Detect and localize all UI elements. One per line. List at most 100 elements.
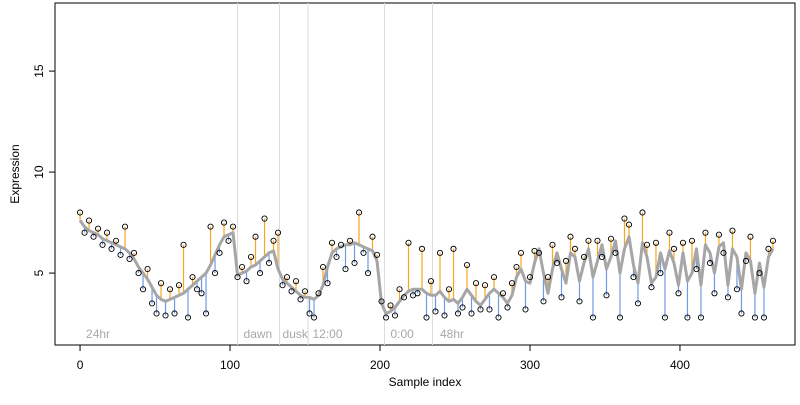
data-point — [369, 233, 376, 240]
data-point — [666, 229, 673, 236]
data-point — [306, 310, 313, 317]
data-point — [441, 312, 448, 319]
data-point — [553, 259, 561, 267]
data-point — [571, 245, 579, 252]
data-point — [121, 223, 129, 230]
data-point — [729, 227, 736, 234]
x-tick-label: 300 — [520, 358, 540, 372]
x-tick-label: 400 — [670, 358, 690, 372]
data-point — [270, 237, 277, 244]
data-point — [652, 239, 660, 246]
data-point — [576, 298, 583, 305]
annotation: 48hr — [440, 327, 464, 341]
data-point — [423, 314, 430, 321]
data-point — [720, 249, 727, 256]
data-point — [756, 270, 763, 277]
data-point — [238, 263, 246, 271]
data-point — [445, 286, 453, 293]
data-point — [274, 229, 282, 236]
data-point — [657, 270, 664, 277]
y-tick-label: 5 — [32, 269, 46, 276]
data-point — [585, 237, 592, 244]
data-point — [355, 209, 363, 216]
data-point — [684, 314, 691, 321]
data-point — [382, 314, 390, 321]
data-point — [733, 286, 741, 293]
data-point — [99, 241, 106, 248]
data-point — [562, 257, 570, 265]
data-point — [103, 229, 111, 236]
data-point — [117, 251, 124, 258]
data-point — [130, 249, 138, 256]
data-point — [247, 253, 255, 260]
data-point — [351, 259, 358, 267]
data-point — [639, 209, 646, 216]
data-point — [256, 270, 264, 277]
data-point — [292, 278, 300, 285]
data-point — [526, 274, 534, 281]
data-point — [324, 280, 331, 287]
data-point — [625, 221, 633, 228]
data-point — [486, 306, 493, 313]
data-point — [679, 239, 687, 246]
data-point — [148, 300, 156, 307]
data-point — [162, 312, 169, 319]
data-point — [706, 259, 714, 267]
data-point — [144, 265, 151, 273]
data-point — [693, 265, 700, 273]
data-point — [391, 312, 399, 319]
data-point — [414, 290, 421, 297]
data-point — [405, 239, 412, 246]
data-point — [513, 263, 520, 271]
data-point — [387, 302, 394, 309]
data-point — [229, 223, 237, 230]
data-point — [499, 290, 507, 297]
data-point — [171, 310, 178, 317]
data-point — [643, 241, 651, 248]
x-axis-label: Sample index — [389, 375, 462, 389]
annotation: dusk — [283, 327, 309, 341]
data-point — [607, 235, 615, 242]
data-point — [301, 288, 309, 295]
data-point — [243, 278, 250, 285]
data-point — [535, 249, 543, 256]
data-point — [126, 255, 133, 262]
data-point — [153, 310, 160, 317]
data-point — [621, 215, 628, 222]
data-point — [378, 298, 385, 305]
data-point — [346, 237, 354, 244]
data-point — [90, 233, 97, 240]
data-point — [180, 241, 187, 248]
data-point — [594, 237, 601, 244]
annotation: dawn — [244, 327, 273, 341]
data-point — [634, 300, 642, 307]
x-tick-label: 200 — [370, 358, 390, 372]
data-point — [598, 253, 606, 260]
data-point — [202, 310, 210, 317]
annotation: 24hr — [86, 327, 110, 341]
data-point — [139, 286, 147, 293]
data-point — [747, 233, 754, 240]
data-point — [216, 249, 223, 256]
data-point — [522, 306, 529, 313]
data-point — [198, 290, 205, 297]
fitted-line — [78, 219, 775, 315]
data-point — [427, 278, 435, 285]
data-point — [283, 274, 291, 281]
data-point — [342, 265, 349, 273]
data-point — [328, 239, 336, 246]
data-point — [697, 314, 705, 321]
data-point — [603, 292, 610, 299]
data-point — [549, 241, 556, 248]
data-point — [765, 245, 772, 252]
plot-frame — [54, 2, 796, 346]
data-point — [319, 263, 327, 271]
data-point — [661, 314, 669, 321]
data-point — [504, 304, 511, 311]
data-point — [724, 294, 732, 301]
data-point — [472, 280, 480, 287]
annotation: 12:00 — [313, 327, 343, 341]
data-point — [252, 233, 259, 240]
data-point — [454, 310, 462, 317]
